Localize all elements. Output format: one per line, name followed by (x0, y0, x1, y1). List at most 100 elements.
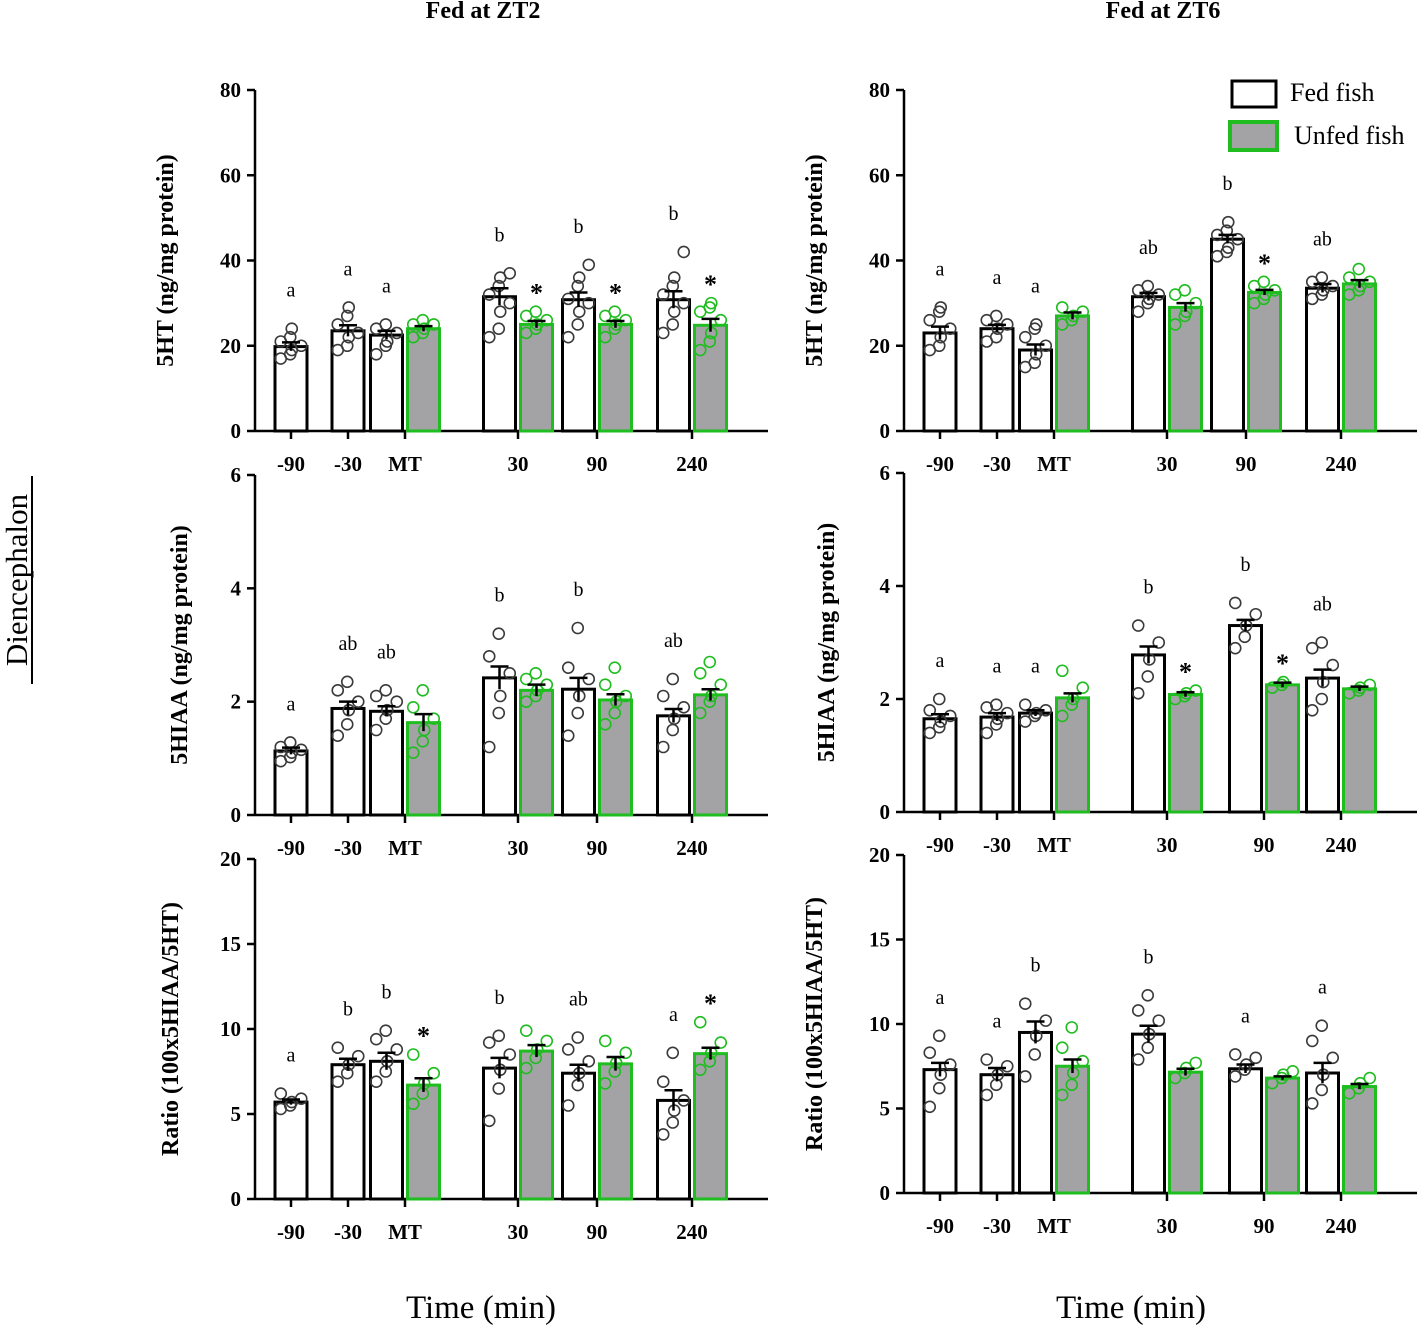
category-group-30: -30 b (330, 999, 366, 1244)
x-tick-label: 240 (1325, 452, 1357, 476)
unfed-bar (1055, 1064, 1090, 1195)
fed-point (482, 1036, 496, 1049)
y-tick-label: 15 (220, 932, 241, 956)
unfed-point (619, 689, 633, 703)
unfed-point (1352, 1081, 1366, 1095)
fed-bar (1018, 711, 1053, 814)
significance-letter: b (1223, 173, 1233, 195)
fed-point (980, 1088, 994, 1102)
category-group-30: 30 b (482, 987, 554, 1244)
y-axis-label: Ratio (100x5HIAA/5HT) (802, 897, 828, 1151)
significance-letter: a (936, 258, 945, 280)
fed-point (331, 729, 345, 742)
unfed-point (1189, 684, 1203, 697)
panel-zt6-5ht: 0 20 40 60 80 5HT (ng/mg protein) -90 a -30 a MT a 3… (802, 78, 1417, 476)
significance-letter: b (1031, 955, 1041, 977)
fed-point (1018, 1070, 1032, 1083)
column-title-zt6: Fed at ZT6 (1106, 0, 1221, 24)
fed-point (482, 330, 496, 344)
unfed-point (529, 667, 543, 680)
fed-point (342, 301, 356, 314)
significance-letter: a (669, 1004, 678, 1026)
fed-point (943, 322, 957, 336)
fed-bar (330, 329, 366, 433)
fed-point (1028, 356, 1042, 370)
unfed-bar (1168, 305, 1203, 433)
unfed-bar (1265, 683, 1300, 814)
fed-point (571, 706, 585, 720)
category-group-90: 90 b * (561, 216, 633, 476)
x-tick-label: -90 (277, 1220, 305, 1244)
fed-point (1029, 318, 1043, 331)
unfed-point (598, 678, 612, 691)
y-tick-label: 5 (880, 1097, 891, 1121)
category-group-30: -30 a (979, 656, 1015, 857)
fed-point (923, 726, 937, 740)
region-label: Diencephalon (0, 493, 34, 666)
fed-bar (1131, 295, 1166, 433)
fed-bar (1210, 237, 1245, 433)
unfed-bar (598, 1062, 633, 1201)
unfed-point (427, 712, 441, 725)
category-group-90: 90 b * (1210, 173, 1282, 476)
fed-point (1315, 636, 1329, 649)
category-group-90: 90 b (561, 579, 633, 860)
fed-bar (1305, 1071, 1340, 1195)
fed-point (656, 326, 670, 340)
category-group-240: 240 a (1305, 977, 1377, 1238)
significance-star: * (417, 1022, 430, 1051)
fed-point (572, 271, 586, 284)
unfed-point (703, 335, 717, 348)
fed-point (285, 322, 299, 336)
fed-point (493, 689, 507, 703)
fed-bar (1018, 348, 1053, 433)
fed-point (980, 726, 994, 740)
fed-point (656, 1075, 670, 1088)
fed-point (379, 1024, 393, 1037)
fed-point (1228, 596, 1242, 610)
category-group-90: -90 a (273, 280, 309, 476)
fed-point (503, 266, 517, 280)
y-axis-label: 5HT (ng/mg protein) (153, 154, 179, 366)
fed-point (571, 621, 585, 635)
fed-point (561, 292, 575, 306)
unfed-point (406, 746, 420, 759)
unfed-point (519, 1024, 533, 1037)
fed-point (1152, 1014, 1166, 1027)
fed-point (943, 1058, 957, 1071)
x-tick-label: -90 (277, 836, 305, 860)
x-tick-label: 90 (1254, 833, 1275, 857)
fed-point (331, 1075, 345, 1088)
category-group-90: 90 b * (1228, 554, 1300, 857)
fed-point (340, 339, 354, 353)
fed-point (932, 339, 946, 353)
significance-letter: b (574, 216, 584, 238)
fed-bar (1228, 1067, 1263, 1195)
fed-bar (561, 298, 596, 433)
fed-point (561, 1099, 575, 1112)
y-tick-label: 60 (869, 163, 890, 187)
fed-point (989, 309, 1003, 323)
fed-point (351, 1049, 365, 1063)
significance-letter: a (993, 656, 1002, 678)
significance-letter: a (1318, 977, 1327, 999)
unfed-point (529, 305, 543, 318)
significance-letter: b (1241, 554, 1251, 576)
category-group-mt: MT a (369, 275, 441, 476)
y-tick-label: 5 (231, 1102, 242, 1126)
fed-point (492, 1029, 506, 1043)
fed-point (1228, 1048, 1242, 1061)
significance-letter: a (993, 267, 1002, 289)
fed-point (1018, 330, 1032, 344)
unfed-bar (1342, 282, 1377, 433)
fed-point (1305, 703, 1319, 717)
fed-point (666, 1116, 680, 1129)
y-axis-label: Ratio (100x5HIAA/5HT) (158, 902, 184, 1156)
x-tick-label: MT (388, 452, 422, 476)
unfed-point (1342, 1086, 1356, 1100)
x-tick-label: -90 (926, 1214, 954, 1238)
significance-letter: b (495, 585, 505, 607)
x-tick-label: -90 (926, 833, 954, 857)
category-group-30: 30 b (482, 585, 554, 860)
significance-letter: a (287, 1045, 296, 1067)
